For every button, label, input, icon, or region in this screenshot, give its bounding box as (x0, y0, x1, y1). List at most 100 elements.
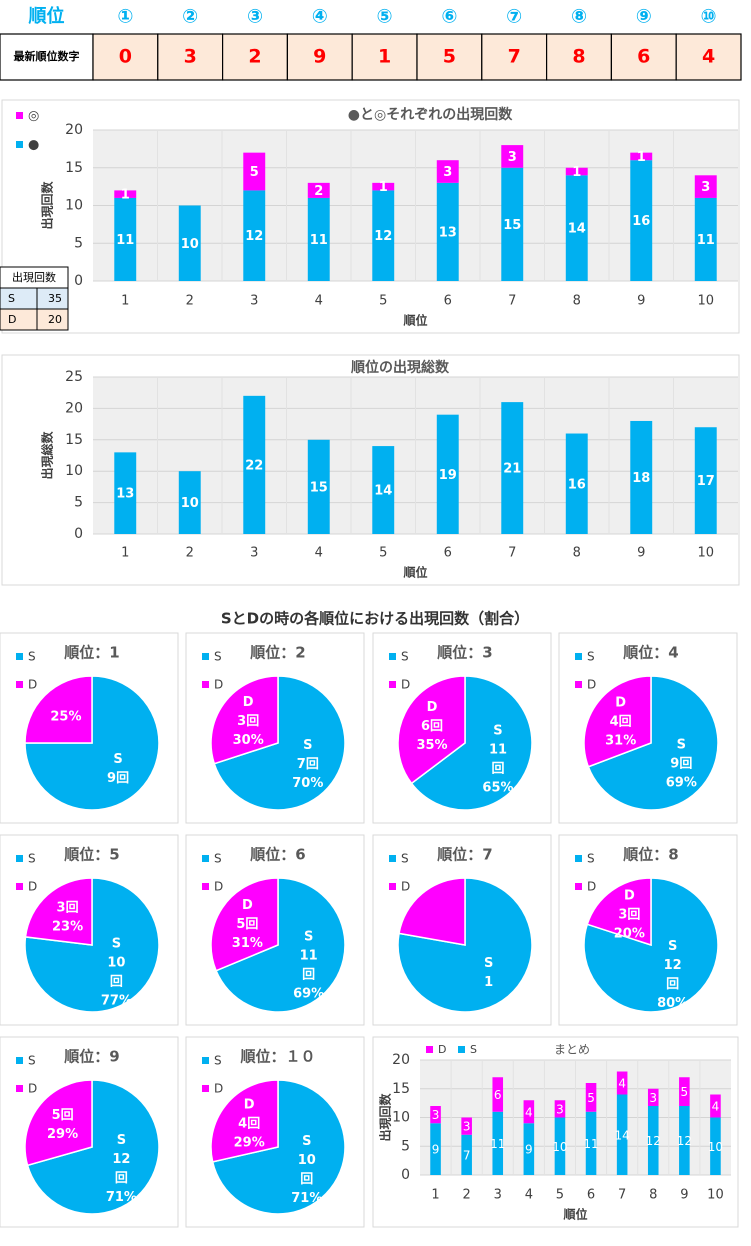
x-tick-label: 7 (508, 294, 516, 309)
slice-label: 6回 (421, 719, 443, 734)
pie-slice (583, 675, 652, 768)
x-tick-label: 4 (525, 1188, 533, 1203)
slice-label: 4回 (610, 715, 632, 730)
y-axis-label: 出現総数 (40, 431, 55, 480)
table-cell (36, 308, 69, 331)
y-tick-label: 0 (74, 273, 83, 289)
bar (565, 167, 588, 176)
data-label: 10 (708, 1140, 723, 1154)
slice-label: S (304, 929, 313, 944)
slice-label: D (243, 695, 254, 710)
bar (461, 1117, 472, 1135)
legend-label: S (587, 650, 595, 664)
y-tick-label: 5 (74, 495, 83, 511)
data-label: 1 (121, 188, 130, 203)
cell-text: 7 (508, 46, 521, 68)
pie-slice (410, 675, 533, 811)
data-label: 11 (697, 233, 715, 248)
bar (694, 197, 717, 281)
slice-label: 11 (300, 948, 318, 963)
chart-title: まとめ (554, 1043, 590, 1057)
y-tick-label: 20 (65, 122, 83, 138)
legend-swatch (16, 653, 23, 660)
pie-slice (211, 1079, 346, 1215)
data-label: 13 (116, 487, 134, 502)
data-label: 3 (463, 1120, 471, 1134)
chart-title: 順位：5 (63, 846, 119, 864)
bar (565, 175, 588, 281)
data-label: 14 (568, 222, 586, 237)
cell-text: S (8, 292, 15, 305)
legend-swatch (575, 653, 582, 660)
data-label: 3 (432, 1108, 440, 1122)
data-label: 14 (374, 484, 392, 499)
legend-swatch (202, 855, 209, 862)
legend-label: D (587, 880, 596, 894)
x-tick-label: 9 (637, 294, 645, 309)
legend-label: S (214, 1054, 222, 1068)
slice-label: 12 (112, 1152, 130, 1167)
data-label: 5 (681, 1085, 689, 1099)
bar (243, 190, 266, 281)
x-tick-label: 7 (618, 1188, 626, 1203)
x-tick-label: 6 (444, 546, 452, 561)
slice-label: D (427, 700, 438, 715)
slice-label: 30% (233, 733, 264, 748)
header-cell: ⑦ (506, 6, 522, 28)
legend-label: D (28, 1082, 37, 1096)
slice-label: 9回 (670, 756, 692, 771)
pie-slice (583, 877, 719, 1013)
legend-label: D (28, 678, 37, 692)
data-label: 21 (503, 462, 521, 477)
chart-title: 順位：3 (436, 644, 492, 662)
y-tick-label: 15 (65, 432, 83, 448)
cell-text: 35 (48, 292, 62, 305)
slice-label: S (484, 956, 493, 971)
slice-label: 3回 (237, 714, 259, 729)
slice-label: 回 (110, 975, 123, 990)
legend-swatch (426, 1046, 433, 1053)
data-label: 9 (432, 1143, 440, 1157)
legend-swatch (202, 1085, 209, 1092)
x-tick-label: 3 (250, 294, 258, 309)
cell-text: 5 (443, 46, 456, 68)
bar (243, 395, 266, 534)
pie-slice (213, 675, 346, 811)
chart-title: 順位：1 (63, 644, 119, 662)
data-label: 5 (587, 1091, 595, 1105)
legend-swatch (16, 112, 23, 119)
y-tick-label: 0 (74, 526, 83, 542)
data-label: 19 (439, 468, 457, 483)
bar (178, 471, 201, 534)
y-tick-label: 20 (392, 1052, 410, 1068)
legend-swatch (575, 681, 582, 688)
slice-label: D (242, 898, 253, 913)
bar (710, 1094, 721, 1118)
bar (372, 190, 395, 281)
bar (436, 182, 459, 281)
slice-label: 3回 (618, 908, 640, 923)
chart-title: 順位：8 (622, 846, 678, 864)
slice-label: S (668, 939, 677, 954)
bar (647, 1088, 659, 1106)
bar (178, 205, 201, 281)
slice-label: 31% (232, 936, 263, 951)
bar (372, 446, 395, 534)
legend-label: S (470, 1043, 477, 1056)
data-label: 13 (439, 225, 457, 240)
chart-title: 順位：2 (249, 644, 305, 662)
slice-label: 23% (52, 919, 83, 934)
legend-swatch (389, 883, 396, 890)
cell-text: 8 (572, 46, 585, 68)
legend-swatch (389, 681, 396, 688)
data-label: 17 (697, 474, 715, 489)
y-tick-label: 25 (65, 369, 83, 385)
data-label: 3 (508, 150, 517, 165)
bar (307, 197, 330, 281)
bar (554, 1100, 566, 1118)
chart-title: 順位：9 (63, 1048, 119, 1066)
legend-swatch (389, 653, 396, 660)
x-tick-label: 4 (315, 294, 323, 309)
slice-label: S (113, 752, 122, 767)
x-tick-label: 5 (379, 546, 387, 561)
